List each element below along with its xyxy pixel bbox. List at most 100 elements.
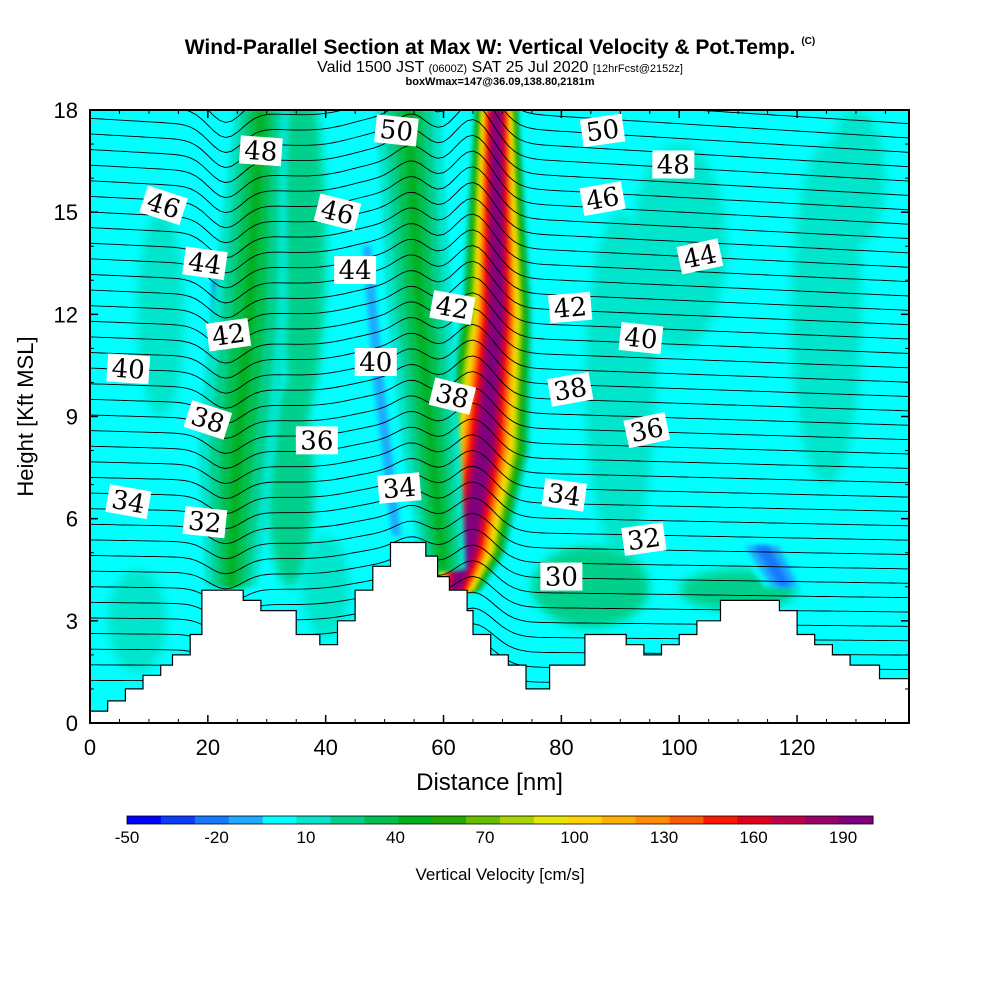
valid-zulu: (0600Z)	[428, 63, 468, 75]
isentrope-label-text: 32	[626, 523, 663, 557]
y-tick-label: 12	[54, 302, 78, 327]
isentrope-label-box	[182, 246, 228, 281]
isentrope-label-text: 36	[300, 426, 333, 456]
isentrope-line	[90, 229, 909, 297]
isentrope-label-text: 34	[109, 485, 147, 520]
colorbar-tick-label: 100	[560, 828, 588, 847]
colorbar-tick-label: 160	[739, 828, 767, 847]
downdraft-band	[362, 246, 401, 536]
x-tick-label: 0	[84, 735, 96, 760]
y-tick-label: 15	[54, 200, 78, 225]
colorbar-tick-label: 130	[650, 828, 678, 847]
isentrope-label-box	[676, 238, 724, 275]
isentrope-label-text: 40	[623, 323, 659, 356]
isentrope-line	[90, 528, 909, 575]
colorbar-swatch	[500, 816, 535, 824]
isentrope-line	[90, 497, 909, 545]
isentrope-line	[90, 213, 909, 283]
isentrope-line	[90, 166, 909, 239]
isentrope-label: 50	[374, 114, 419, 148]
y-tick-label: 9	[66, 405, 78, 430]
colorbar-swatch	[296, 816, 331, 824]
isentrope-line	[688, 110, 909, 125]
updraft-band	[403, 110, 447, 570]
isentrope-label-text: 44	[186, 247, 223, 281]
isentrope-label-box	[334, 256, 377, 285]
isentrope-line	[90, 418, 909, 469]
isentrope-label-box	[106, 353, 151, 385]
colorbar-swatch	[330, 816, 365, 824]
isentrope-label: 40	[354, 348, 397, 378]
isentrope-label-text: 50	[378, 115, 414, 148]
isentrope-label-box	[105, 484, 152, 520]
colorbar-tick-label: -50	[115, 828, 140, 847]
isentrope-line	[90, 386, 909, 441]
title-block: Wind-Parallel Section at Max W: Vertical…	[0, 0, 1000, 100]
isentrope-label-text: 40	[111, 354, 146, 386]
colorbar-swatch	[669, 816, 704, 824]
colorbar-swatch	[398, 816, 433, 824]
isentrope-line	[90, 134, 909, 211]
isentrope-line	[90, 260, 909, 326]
downdraft-band	[101, 178, 118, 519]
isentrope-label-text: 48	[243, 136, 278, 168]
isentrope-label-text: 46	[584, 182, 622, 217]
isentrope-label-box	[139, 185, 188, 226]
isentrope-label-box	[548, 291, 593, 324]
terrain	[89, 541, 910, 724]
colorbar-swatch	[228, 816, 264, 824]
isentrope-label-text: 48	[657, 150, 690, 180]
colorbar-label: Vertical Velocity [cm/s]	[415, 865, 584, 884]
field-blob	[632, 144, 727, 349]
isentrope-label-box	[183, 400, 233, 440]
isentrope-label-text: 30	[545, 563, 578, 593]
isentrope-label: 30	[540, 562, 583, 593]
colorbar-swatch	[432, 816, 467, 824]
isentrope-line	[90, 245, 909, 311]
isentrope-label-box	[621, 522, 667, 556]
y-tick-label: 6	[66, 507, 78, 532]
colorbar-swatch	[194, 816, 230, 824]
isentrope-label-box	[295, 426, 338, 455]
isentrope-line	[207, 110, 909, 139]
isentrope-label: 32	[621, 522, 667, 557]
chart-title-text: Wind-Parallel Section at Max W: Vertical…	[184, 36, 796, 59]
colorbar-tick-label: 10	[297, 828, 316, 847]
isentrope-label: 44	[182, 246, 228, 281]
x-axis-label: Distance [nm]	[416, 769, 563, 796]
isentrope-label-text: 42	[433, 291, 471, 326]
x-tick-label: 60	[431, 735, 455, 760]
isentrope-line	[90, 110, 909, 168]
terrain-profile	[89, 541, 910, 724]
colorbar-swatch	[839, 816, 874, 824]
isentrope-label-box	[377, 472, 422, 504]
colorbar-swatch	[567, 816, 603, 824]
isentrope-label: 42	[548, 291, 593, 325]
isentrope-label: 42	[205, 317, 252, 353]
isentrope-line	[90, 355, 909, 412]
isentrope-line	[90, 308, 909, 369]
x-tick-label: 40	[313, 735, 337, 760]
colorbar-tick-label: 70	[476, 828, 495, 847]
copyright-mark: (C)	[801, 36, 816, 47]
isentrope-label: 40	[106, 353, 151, 386]
isentrope-line	[90, 110, 909, 182]
isentrope-label-box	[579, 181, 626, 216]
isentrope-label: 38	[547, 371, 594, 408]
field-blob	[302, 535, 350, 638]
isentrope-label-box	[313, 193, 362, 231]
isentrope-label-text: 42	[210, 319, 247, 353]
isentrope-label-text: 40	[359, 348, 392, 378]
forecast-info: [12hrFcst@2152z]	[592, 63, 683, 75]
y-axis-label: Height [Kft MSL]	[13, 336, 38, 496]
colorbar-swatch	[771, 816, 806, 824]
colorbar-swatch	[364, 816, 399, 824]
isentrope-label: 36	[295, 426, 338, 456]
isentrope-label: 34	[541, 478, 588, 513]
colorbar-swatch	[601, 816, 637, 824]
isentrope-line	[183, 110, 909, 153]
isentrope-label: 50	[579, 113, 626, 149]
isentrope-label: 48	[652, 150, 695, 180]
isentrope-label-box	[205, 317, 252, 352]
